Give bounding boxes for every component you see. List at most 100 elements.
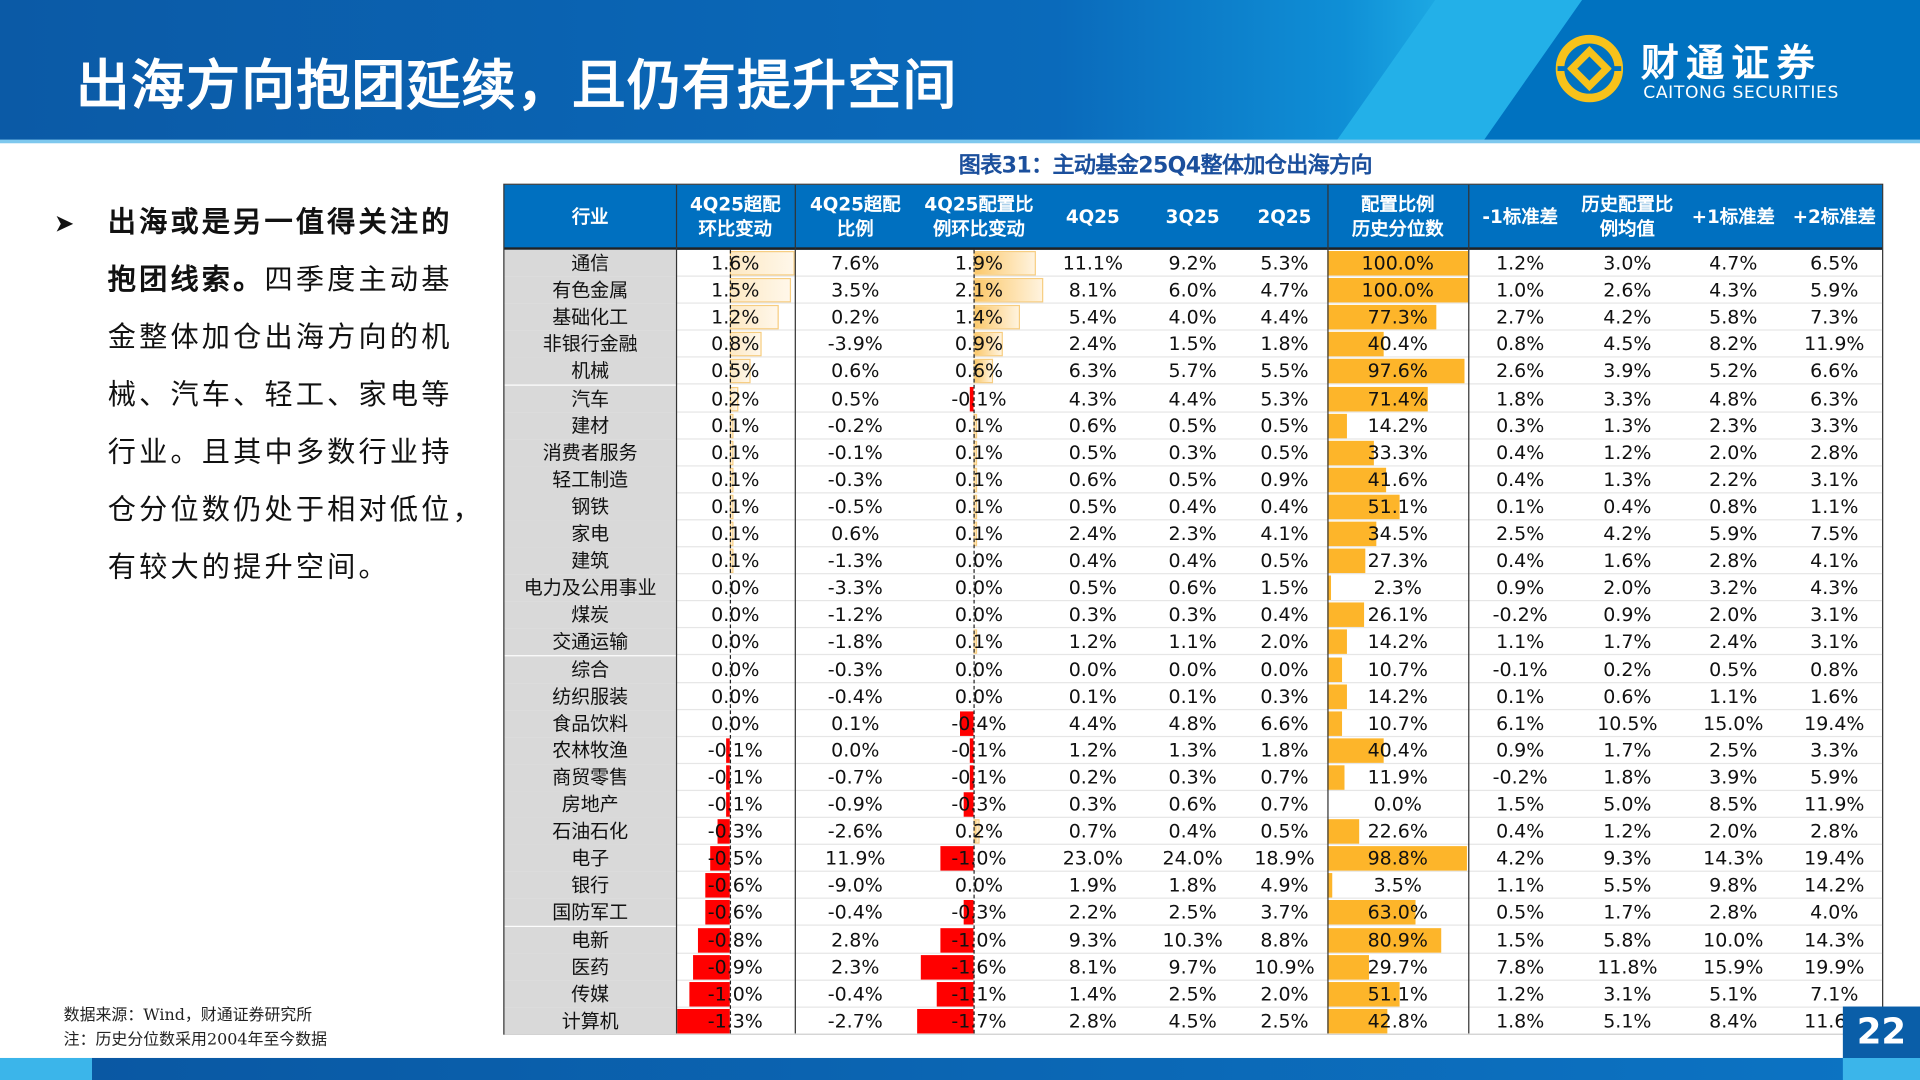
cell-text: 9.7%	[1168, 955, 1217, 978]
cell-text: 0.0%	[954, 874, 1004, 897]
header-divider	[0, 139, 1920, 144]
value-cell: 1.0%	[1468, 277, 1572, 304]
value-cell: 0.0%	[1042, 656, 1144, 683]
value-cell: 0.6%	[916, 358, 1042, 385]
value-cell: 26.1%	[1327, 602, 1468, 629]
value-cell: 0.5%	[1242, 818, 1328, 845]
value-cell: 1.8%	[1468, 385, 1572, 412]
cell-text: 0.3%	[1168, 604, 1217, 627]
value-cell: -1.0%	[916, 845, 1042, 872]
cell-text: 6.1%	[1496, 712, 1545, 735]
value-cell: -0.3%	[795, 466, 916, 493]
value-cell: 0.3%	[1242, 683, 1328, 710]
cell-text: 0.0%	[954, 685, 1004, 708]
cell-text: 4.0%	[1810, 901, 1859, 924]
cell-text: 18.9%	[1254, 847, 1315, 870]
value-cell: -0.2%	[795, 412, 916, 439]
cell-text: 2.0%	[1260, 631, 1309, 654]
value-cell: 0.3%	[1468, 412, 1572, 439]
cell-text: 0.1%	[1496, 495, 1545, 518]
value-cell: 0.1%	[676, 493, 795, 520]
value-cell: 2.7%	[1468, 304, 1572, 331]
cell-text: -3.3%	[827, 576, 883, 600]
value-cell: 1.1%	[1144, 629, 1242, 656]
cell-text: 银行	[571, 874, 610, 897]
cell-text: 0.4%	[1496, 549, 1545, 572]
cell-text: 基础化工	[552, 306, 629, 329]
percentile-bar	[1327, 846, 1467, 871]
cell-text: -2.6%	[827, 820, 883, 843]
cell-text: 14.2%	[1804, 874, 1865, 897]
value-cell: -0.4%	[795, 683, 916, 710]
value-cell: 0.2%	[795, 304, 916, 331]
value-cell: -3.9%	[795, 331, 916, 358]
cell-text: 0.5%	[1260, 441, 1309, 464]
cell-text: -0.2%	[1492, 604, 1548, 627]
cell-text: 34.5%	[1367, 522, 1428, 545]
value-cell: 0.6%	[1042, 466, 1144, 493]
cell-text: 14.3%	[1703, 847, 1764, 870]
cell-text: 0.4%	[1496, 820, 1545, 843]
cell-text: 0.2%	[711, 387, 760, 410]
cell-text: -0.9%	[827, 793, 883, 816]
value-cell: 1.6%	[676, 250, 795, 277]
cell-text: 1.5%	[1496, 928, 1545, 951]
cell-text: -0.8%	[707, 928, 763, 951]
table-row: 银行 -0.6% -9.0% 0.0% 1.9% 1.8% 4.9% 3.5% 1.1% 5.5%…	[504, 872, 1883, 900]
cell-text: 71.4%	[1367, 387, 1428, 410]
value-cell: 4.7%	[1242, 277, 1328, 304]
cell-text: -0.3%	[827, 658, 883, 681]
cell-text: 1.1%	[1168, 631, 1217, 654]
cell-text: 2.8%	[1810, 441, 1859, 464]
value-cell: 6.3%	[1042, 358, 1144, 385]
cell-text: 1.8%	[1260, 739, 1309, 762]
value-cell: 5.1%	[1682, 980, 1784, 1007]
cell-text: 0.4%	[1260, 604, 1309, 627]
value-cell: 0.0%	[1144, 656, 1242, 683]
value-cell: 2.4%	[1042, 331, 1144, 358]
cell-text: 5.9%	[1810, 766, 1859, 789]
value-cell: 0.0%	[916, 602, 1042, 629]
value-cell: 0.4%	[1144, 493, 1242, 520]
value-cell: 1.8%	[1468, 1008, 1572, 1035]
value-cell: 9.7%	[1144, 953, 1242, 980]
value-cell: 0.6%	[1144, 791, 1242, 818]
value-cell: 5.8%	[1572, 926, 1682, 953]
cell-text: 6.6%	[1810, 360, 1859, 383]
value-cell: 4.2%	[1572, 520, 1682, 547]
value-cell: 1.6%	[1784, 683, 1884, 710]
value-cell: 2.3%	[1682, 412, 1784, 439]
cell-text: -0.2%	[827, 414, 883, 437]
value-cell: 0.2%	[916, 818, 1042, 845]
cell-text: -0.4%	[951, 712, 1007, 735]
table-row: 传媒 -1.0% -0.4% -1.1% 1.4% 2.5% 2.0% 51.1% 1.2% 3.…	[504, 980, 1884, 1008]
cell-text: 1.7%	[1603, 739, 1652, 762]
value-cell: 7.1%	[1784, 980, 1884, 1007]
value-cell: 7.6%	[795, 250, 916, 277]
value-cell: 3.3%	[1572, 385, 1682, 412]
value-cell: 3.1%	[1784, 602, 1884, 629]
cell-text: 5.5%	[1603, 874, 1652, 897]
value-cell: 29.7%	[1327, 953, 1468, 980]
column-header: 4Q25配置比 例环比变动	[924, 192, 1034, 240]
industry-cell: 国防军工	[504, 899, 676, 927]
value-cell: -0.6%	[676, 872, 795, 899]
value-cell: 2.0%	[1242, 629, 1328, 656]
value-cell: 0.5%	[1242, 439, 1328, 466]
value-cell: 0.1%	[676, 412, 795, 439]
value-cell: 5.8%	[1682, 304, 1784, 331]
cell-text: 5.4%	[1068, 306, 1117, 329]
cell-text: 27.3%	[1367, 549, 1428, 572]
cell-text: 2.5%	[1168, 982, 1217, 1005]
value-cell: 2.0%	[1572, 575, 1682, 602]
cell-text: 综合	[571, 658, 610, 681]
cell-text: 8.5%	[1709, 793, 1758, 816]
cell-text: 3.5%	[1373, 874, 1422, 897]
value-cell: 10.7%	[1327, 710, 1468, 737]
cell-text: 3.3%	[1603, 387, 1652, 410]
value-cell: 0.0%	[916, 547, 1042, 574]
summary-paragraph: 出海或是另一值得关注的 抱团线索。四季度主动基 金整体加仓出海方向的机 械、汽车、轻工…	[108, 201, 484, 604]
cell-text: 0.6%	[954, 360, 1004, 383]
page-title: 出海方向抱团延续，且仍有提升空间	[75, 55, 958, 118]
value-cell: 2.3%	[1144, 520, 1242, 547]
